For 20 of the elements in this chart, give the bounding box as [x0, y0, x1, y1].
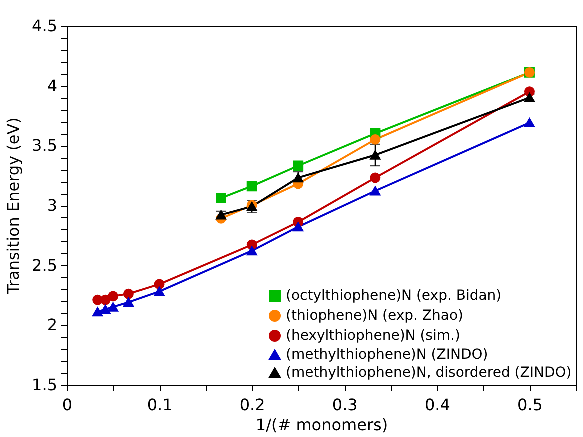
- x-tick-label: 0.2: [240, 396, 266, 414]
- legend-label: (octylthiophene)N (exp. Bidan): [286, 288, 502, 304]
- legend-label: (methylthiophene)N, disordered (ZINDO): [286, 365, 572, 381]
- legend-label: (hexylthiophene)N (sim.): [286, 328, 460, 344]
- x-tick-label: 0.5: [518, 396, 543, 414]
- x-tick-label: 0: [62, 396, 73, 414]
- y-tick-label: 2: [47, 316, 58, 335]
- y-tick-label: 1.5: [32, 376, 58, 394]
- y-tick-label: 3.5: [32, 136, 58, 156]
- x-tick-label: 0.4: [424, 396, 450, 414]
- y-tick-label: 2.5: [32, 256, 58, 275]
- x-tick-label: 0.3: [332, 396, 358, 414]
- y-tick-label: 4: [47, 76, 58, 96]
- y-tick-label: 4.5: [32, 16, 58, 36]
- legend-label: (thiophene)N (exp. Zhao): [286, 308, 464, 324]
- y-tick-label: 3: [47, 196, 58, 215]
- legend-label: (methylthiophene)N (ZINDO): [286, 347, 488, 363]
- x-tick-label: 0.1: [147, 396, 173, 414]
- y-axis-title: Transition Energy (eV): [4, 118, 24, 296]
- x-axis-title: 1/(# monomers): [256, 416, 388, 434]
